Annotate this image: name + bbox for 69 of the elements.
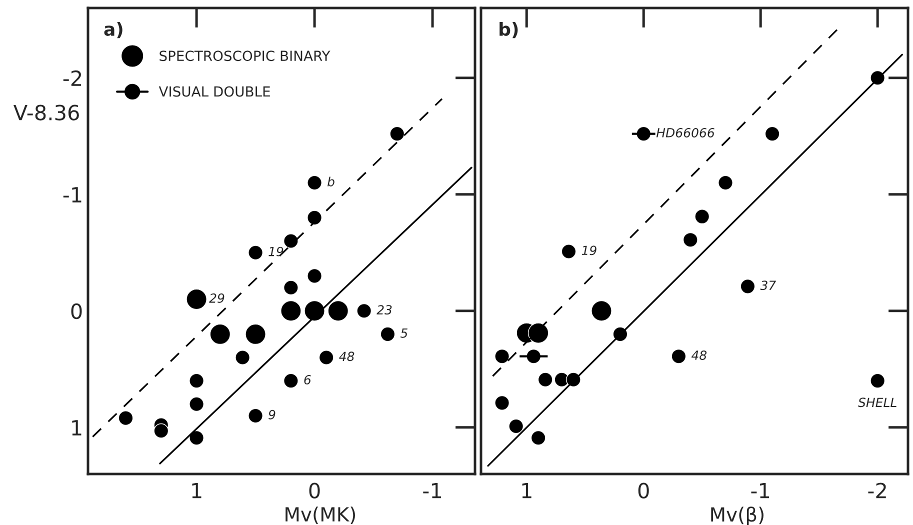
point	[235, 350, 250, 365]
point	[671, 348, 686, 364]
point	[764, 126, 780, 142]
point	[694, 209, 710, 224]
x-tick-label: -1	[423, 482, 441, 498]
point	[280, 300, 302, 322]
point	[318, 350, 334, 365]
annotation: 23	[376, 305, 392, 315]
y-tick-label: -2	[63, 70, 82, 86]
point	[186, 288, 207, 310]
point	[248, 408, 264, 424]
annotation: HD66066	[656, 128, 714, 138]
point	[304, 300, 325, 322]
y-tick-label: -1	[63, 187, 82, 202]
point	[740, 278, 756, 294]
annotation: 48	[691, 350, 707, 360]
legend-label: VISUAL DOUBLE	[158, 86, 270, 97]
annotation: 5	[400, 328, 408, 338]
point	[248, 245, 264, 260]
annotation: 19	[582, 246, 596, 256]
x-tick-label: 0	[309, 482, 320, 498]
point	[210, 324, 231, 345]
annotation: 9	[268, 410, 276, 420]
point	[154, 423, 169, 438]
point	[591, 300, 612, 322]
text: b)	[500, 22, 518, 38]
point	[390, 126, 405, 142]
annotation: SHELL	[858, 398, 896, 408]
annotation: 6	[304, 374, 311, 384]
point	[494, 395, 510, 410]
point	[189, 430, 204, 446]
legend-label: SPECTROSCOPIC BINARY	[160, 50, 330, 62]
y-tick-label: 1	[72, 420, 82, 436]
y-tick-label: 0	[71, 303, 82, 320]
x-tick-label: -2	[868, 482, 886, 498]
point	[508, 418, 524, 434]
annotation: 37	[760, 280, 776, 290]
x-axis-title: Mv(MK)	[286, 506, 356, 524]
point	[870, 373, 886, 388]
annotation: b	[327, 176, 334, 186]
x-tick-label: 0	[638, 482, 649, 498]
point	[328, 300, 349, 322]
point	[307, 175, 322, 190]
point	[494, 348, 510, 364]
point	[682, 232, 698, 248]
point	[283, 373, 298, 388]
point	[189, 396, 204, 412]
text: a)	[104, 22, 122, 38]
point	[245, 324, 266, 345]
annotation: 48	[339, 352, 354, 362]
point	[356, 303, 372, 318]
point	[718, 175, 733, 190]
x-tick-label: 1	[192, 482, 202, 498]
point	[118, 410, 134, 426]
point	[561, 244, 576, 259]
point	[538, 372, 553, 388]
y-axis-title: V-8.36	[13, 104, 79, 120]
point	[528, 322, 549, 344]
point	[307, 210, 322, 226]
point	[283, 234, 298, 248]
point	[189, 373, 204, 388]
point	[380, 326, 396, 342]
x-tick-label: -1	[751, 482, 770, 498]
point	[283, 280, 298, 296]
annotation: 29	[209, 293, 224, 303]
annotation: 19	[268, 246, 284, 256]
x-tick-label: 1	[522, 482, 532, 498]
point	[530, 430, 546, 446]
point	[307, 268, 322, 284]
